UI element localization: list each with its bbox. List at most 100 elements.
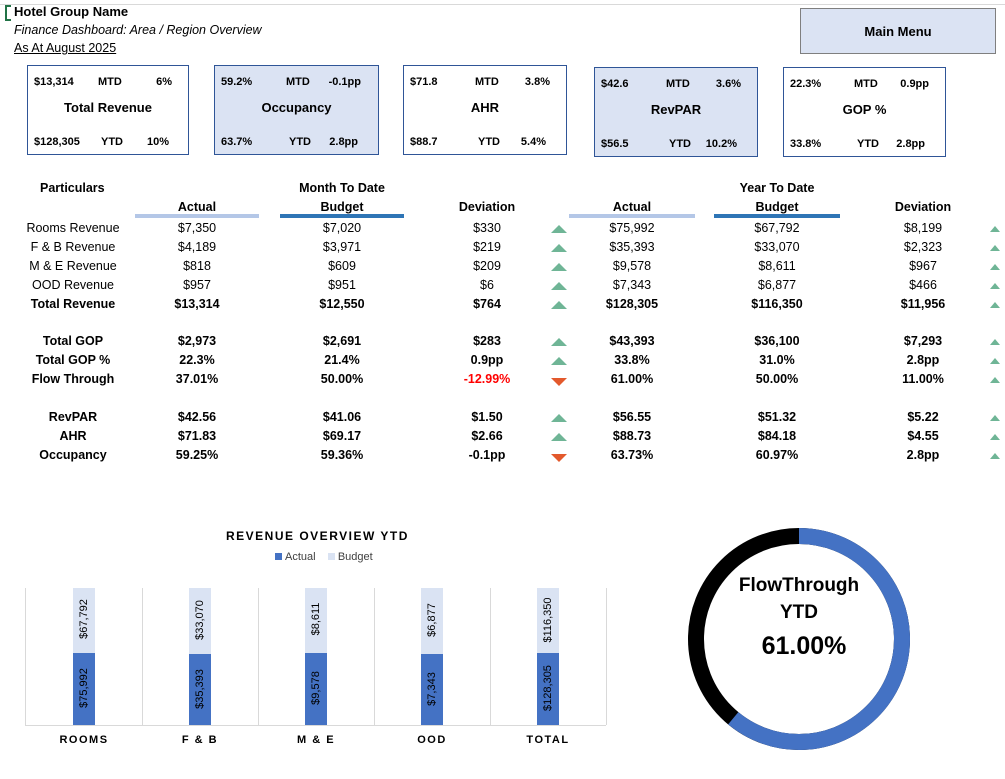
trend-up-icon [990, 302, 1000, 308]
cell-ytd-actual: $128,305 [605, 297, 659, 311]
kpi-mtd-change: -0.1pp [328, 76, 361, 88]
cell-mtd-dev: -0.1pp [468, 448, 506, 462]
kpi-mtd-label: MTD [666, 78, 690, 90]
kpi-card-4: 22.3% MTD 0.9pp GOP % 33.8% YTD 2.8pp [783, 67, 946, 157]
mtd-budget-underline [280, 214, 404, 218]
group-name: Hotel Group Name [14, 4, 129, 19]
kpi-card-3: $42.6 MTD 3.6% RevPAR $56.5 YTD 10.2% [594, 67, 758, 157]
kpi-ytd-change: 10% [146, 136, 169, 148]
chart-x-axis [25, 725, 606, 726]
chart-gridline [25, 588, 26, 725]
kpi-ytd-label: YTD [101, 136, 123, 148]
cell-mtd-actual: 59.25% [175, 448, 219, 462]
cell-ytd-dev: $8,199 [903, 221, 943, 235]
cell-mtd-dev: -12.99% [463, 372, 511, 386]
category-label: M & E [296, 734, 336, 746]
bar-actual [421, 654, 443, 725]
kpi-mtd-change: 6% [156, 76, 172, 88]
main-menu-button[interactable]: Main Menu [800, 8, 996, 54]
trend-down-icon [551, 378, 567, 386]
cell-mtd-budget: 50.00% [320, 372, 364, 386]
cell-mtd-dev: $1.50 [471, 410, 503, 424]
kpi-mtd-value: $42.6 [601, 78, 629, 90]
cell-mtd-actual: $13,314 [174, 297, 220, 311]
cell-mtd-dev: 0.9pp [470, 353, 504, 367]
kpi-name: GOP % [842, 102, 887, 117]
trend-down-icon [551, 454, 567, 462]
cell-mtd-actual: $4,189 [177, 240, 217, 254]
chart-legend: Actual Budget [275, 551, 373, 563]
legend-actual: Actual [275, 551, 316, 563]
chart-gridline [490, 588, 491, 725]
cell-mtd-actual: $2,973 [177, 334, 217, 348]
kpi-ytd-label: YTD [669, 138, 691, 150]
cell-ytd-actual: 63.73% [610, 448, 654, 462]
kpi-card-1: 59.2% MTD -0.1pp Occupancy 63.7% YTD 2.8pp [214, 65, 379, 155]
kpi-mtd-value: $71.8 [410, 76, 438, 88]
dashboard-subtitle: Finance Dashboard: Area / Region Overvie… [14, 23, 262, 37]
cell-ytd-budget: $84.18 [757, 429, 797, 443]
mtd-actual-header: Actual [177, 200, 217, 214]
mtd-actual-underline [135, 214, 259, 218]
trend-up-icon [990, 245, 1000, 251]
trend-up-icon [990, 377, 1000, 383]
ytd-budget-underline [714, 214, 840, 218]
kpi-mtd-change: 0.9pp [900, 78, 929, 90]
cell-ytd-dev: $11,956 [900, 297, 946, 311]
cell-mtd-dev: $209 [473, 259, 501, 273]
kpi-name: RevPAR [650, 102, 702, 117]
mtd-group-header: Month To Date [299, 181, 385, 195]
ytd-actual-underline [569, 214, 695, 218]
kpi-ytd-value: $56.5 [601, 138, 629, 150]
cell-mtd-actual: 22.3% [179, 353, 215, 367]
legend-budget-label: Budget [337, 551, 373, 563]
cell-ytd-budget: $67,792 [754, 221, 800, 235]
ytd-actual-header: Actual [612, 200, 652, 214]
cell-ytd-budget: 31.0% [759, 353, 795, 367]
kpi-ytd-change: 2.8pp [329, 136, 358, 148]
cell-mtd-budget: 59.36% [320, 448, 364, 462]
bar-actual [73, 652, 95, 725]
cell-mtd-actual: $42.56 [177, 410, 217, 424]
bar-budget-label: $33,070 [194, 600, 206, 640]
cell-mtd-actual: $818 [183, 259, 211, 273]
ytd-group-header: Year To Date [739, 181, 815, 195]
kpi-card-2: $71.8 MTD 3.8% AHR $88.7 YTD 5.4% [403, 65, 567, 155]
cell-ytd-actual: $7,343 [612, 278, 652, 292]
trend-up-icon [990, 226, 1000, 232]
cell-ytd-dev: $4.55 [907, 429, 939, 443]
row-label: Total Revenue [30, 297, 116, 311]
cell-mtd-actual: $7,350 [177, 221, 217, 235]
row-label: M & E Revenue [29, 259, 117, 273]
bar-budget-label: $116,350 [542, 597, 554, 643]
cell-mtd-budget: $951 [328, 278, 356, 292]
trend-up-icon [990, 453, 1000, 459]
cell-mtd-actual: 37.01% [175, 372, 219, 386]
kpi-mtd-label: MTD [475, 76, 499, 88]
chart-gridline [606, 588, 607, 725]
cell-mtd-dev: $283 [473, 334, 501, 348]
cell-ytd-dev: 11.00% [902, 372, 944, 386]
cell-ytd-dev: $466 [909, 278, 937, 292]
cell-mtd-budget: $41.06 [322, 410, 362, 424]
category-label: ROOMS [59, 734, 109, 746]
trend-up-icon [551, 357, 567, 365]
kpi-mtd-value: 59.2% [221, 76, 253, 88]
kpi-ytd-value: $128,305 [34, 136, 80, 148]
cell-mtd-dev: $330 [473, 221, 501, 235]
kpi-mtd-value: 22.3% [790, 78, 822, 90]
kpi-ytd-label: YTD [478, 136, 500, 148]
legend-actual-swatch [275, 553, 282, 560]
ytd-budget-header: Budget [755, 200, 799, 214]
cell-ytd-actual: $43,393 [609, 334, 655, 348]
row-label: Total GOP % [35, 353, 111, 367]
kpi-ytd-value: $88.7 [410, 136, 438, 148]
cell-ytd-dev: $7,293 [903, 334, 943, 348]
category-label: F & B [181, 734, 219, 746]
kpi-ytd-value: 33.8% [790, 138, 822, 150]
bar-budget-label: $8,611 [310, 603, 322, 636]
kpi-name: AHR [470, 100, 500, 115]
kpi-ytd-label: YTD [857, 138, 879, 150]
chart-gridline [374, 588, 375, 725]
cell-mtd-budget: $12,550 [319, 297, 365, 311]
